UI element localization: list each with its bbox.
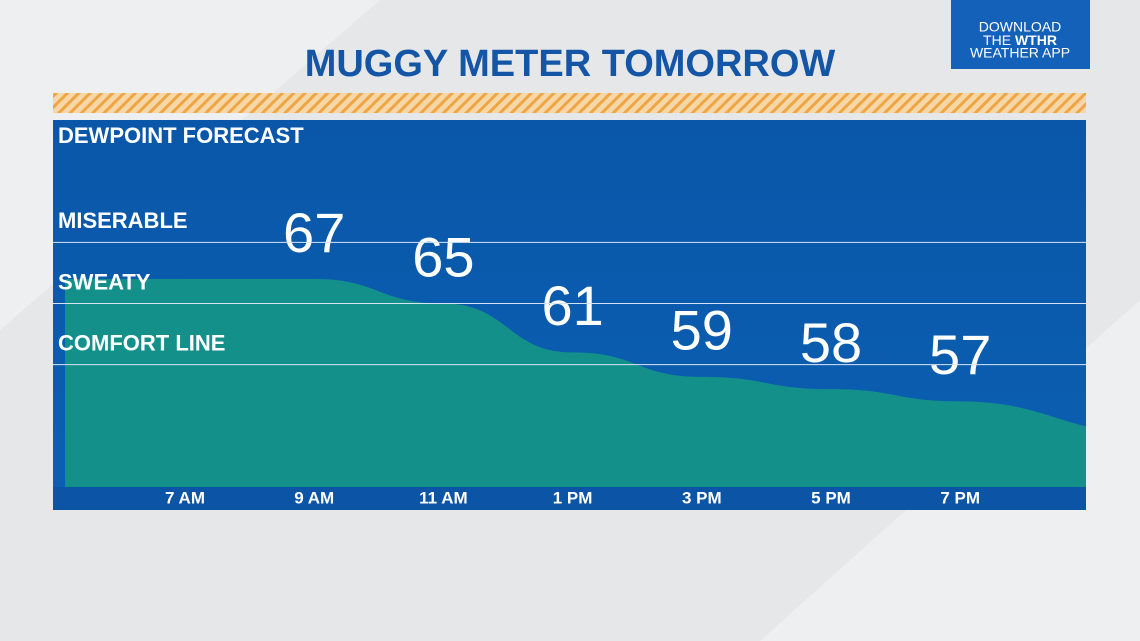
badge-text: DOWNLOAD [979, 19, 1061, 35]
x-tick-label: 1 PM [553, 488, 593, 507]
area [185, 279, 961, 487]
x-axis-band [53, 487, 1086, 510]
chart-title: MUGGY METER TOMORROW [305, 43, 836, 85]
chart-subtitle: DEWPOINT FORECAST [58, 123, 304, 148]
plot [65, 279, 1086, 487]
value-label: 61 [541, 274, 603, 337]
area-edge [959, 401, 1086, 487]
threshold-label: COMFORT LINE [58, 330, 225, 355]
overlay: 67 65 61 59 58 57 MISERABLE SWEATY COMFORT LINE 7… [53, 201, 1086, 507]
value-label: 65 [412, 225, 474, 288]
value-label: 57 [929, 323, 991, 386]
x-tick-label: 7 AM [165, 488, 205, 507]
x-tick-label: 7 PM [940, 488, 980, 507]
badge-brand: WTHR [1015, 32, 1057, 48]
app-badge: DOWNLOAD THE WTHR WEATHER APP [951, 0, 1090, 69]
x-tick-label: 3 PM [682, 488, 722, 507]
area-edge [65, 279, 186, 487]
x-tick-label: 9 AM [294, 488, 334, 507]
value-label: 59 [671, 299, 733, 362]
badge-text: THE [983, 32, 1011, 48]
value-label: 58 [800, 311, 862, 374]
threshold-label: MISERABLE [58, 208, 188, 233]
badge-text: THE WTHR [983, 32, 1057, 48]
threshold-label: SWEATY [58, 269, 151, 294]
x-tick-label: 11 AM [419, 488, 468, 507]
x-tick-label: 5 PM [811, 488, 851, 507]
stripe-band [53, 93, 1086, 113]
badge-box [951, 0, 1090, 69]
badge-text: WEATHER APP [970, 45, 1070, 61]
value-label: 67 [283, 201, 345, 264]
